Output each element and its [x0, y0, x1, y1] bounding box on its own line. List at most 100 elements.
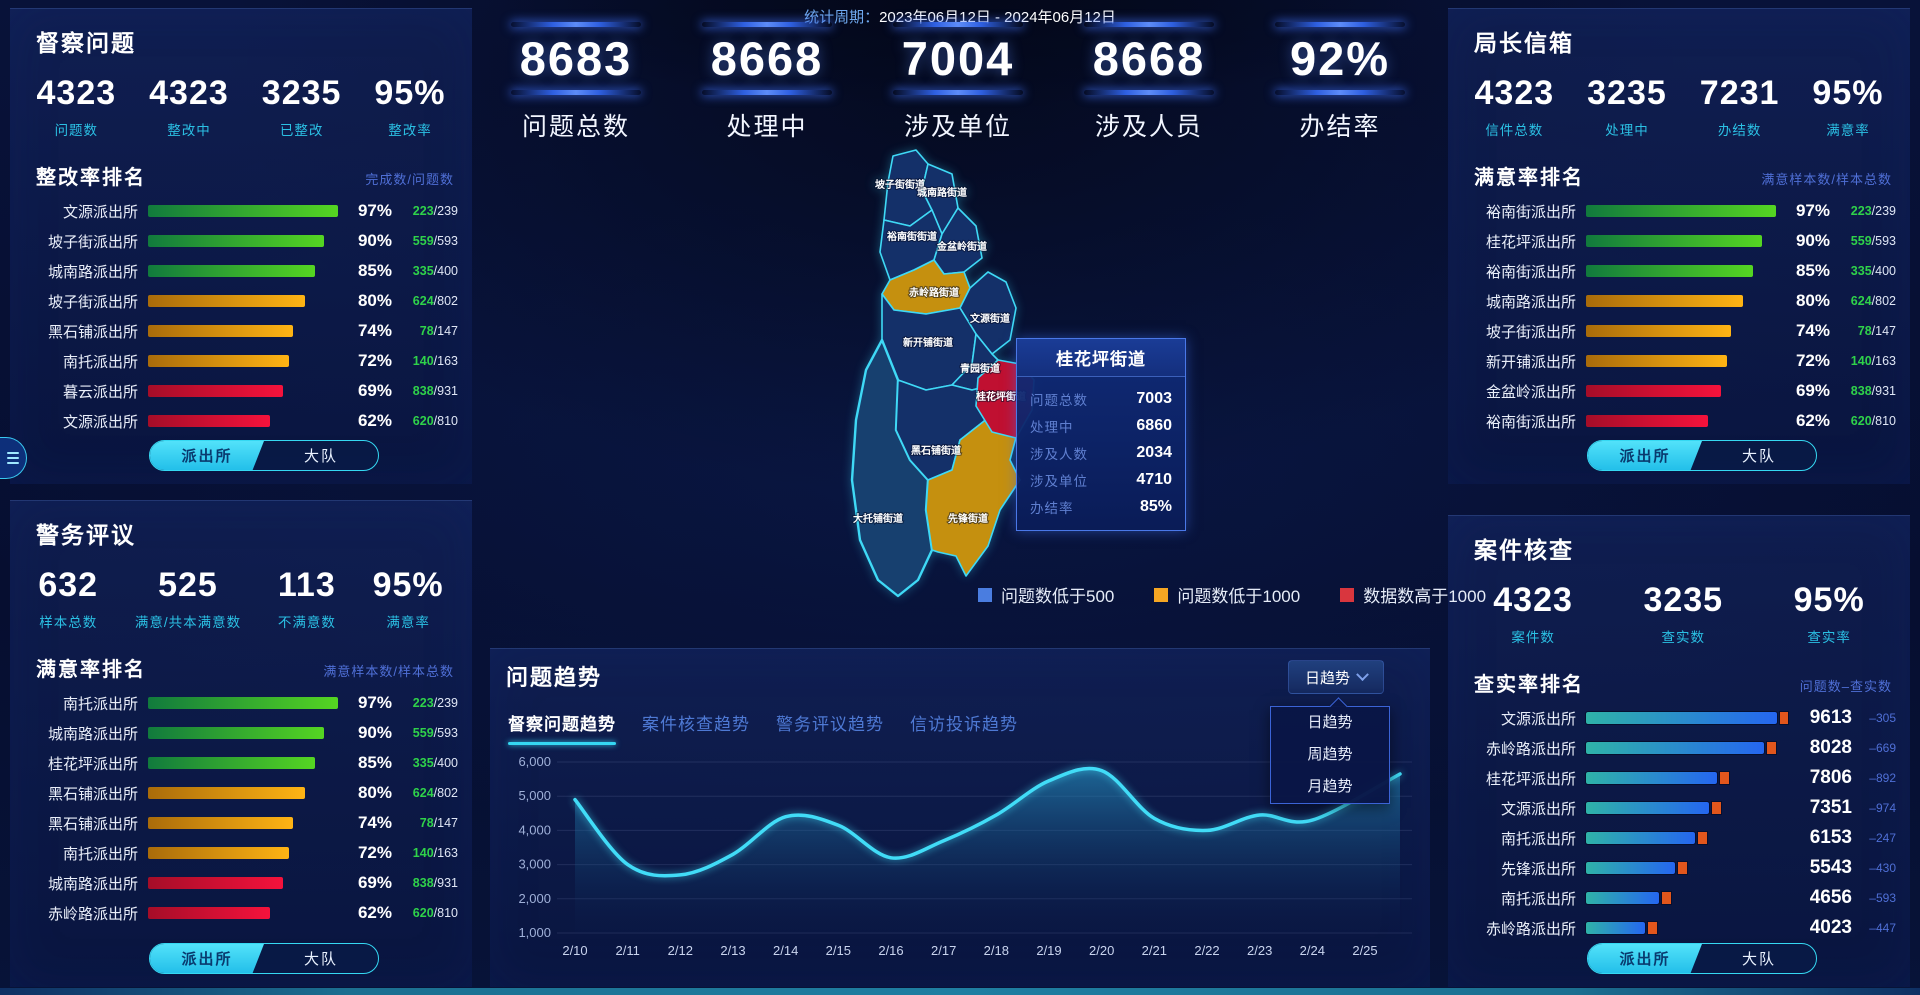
- svg-text:2/19: 2/19: [1036, 943, 1061, 958]
- tooltip-row: 问题总数 7003: [1030, 389, 1172, 408]
- org-type-tab[interactable]: 大队: [1741, 951, 1776, 968]
- org-type-toggle[interactable]: 派出所 大队: [149, 943, 379, 974]
- panel-stats: 632 样本总数 525 满意/共本满意数 113 不满意数 95% 满意率: [10, 566, 472, 631]
- ranking-bar: [148, 355, 290, 367]
- org-type-tab[interactable]: 派出所: [1588, 944, 1702, 973]
- case-bar: [1584, 801, 1711, 815]
- trend-series-tab[interactable]: 案件核查趋势: [642, 710, 750, 745]
- stat-value: 4323: [149, 74, 229, 112]
- kpi-value: 7004: [901, 32, 1015, 85]
- ranking-bar: [148, 787, 305, 799]
- org-type-toggle[interactable]: 派出所 大队: [149, 440, 379, 471]
- ranking-bar: [1586, 415, 1708, 427]
- ranking-fraction: 335/400: [412, 756, 458, 770]
- ranking-fraction: 140/163: [412, 354, 458, 368]
- trend-series-tab[interactable]: 警务评议趋势: [776, 710, 884, 745]
- org-type-tab[interactable]: 大队: [303, 448, 338, 465]
- ranking-row: 金盆岭派出所 69% 838/931: [1448, 376, 1910, 406]
- map-legend: 问题数低于500 问题数低于1000 数据数高于1000: [978, 582, 1486, 607]
- trend-granularity-select[interactable]: 日趋势: [1288, 660, 1384, 694]
- ranking-bar-track: [148, 787, 344, 799]
- stat-value: 7231: [1699, 74, 1780, 112]
- trend-series-tab[interactable]: 督察问题趋势: [508, 710, 616, 745]
- case-bar: [1585, 711, 1778, 725]
- ranking-bar-track: [148, 847, 344, 859]
- ranking-percent: 97%: [357, 201, 392, 220]
- panel-title: 局长信箱: [1474, 30, 1574, 56]
- ranking-fraction: 140/163: [412, 846, 458, 860]
- trend-area-chart: 6,000 5,000 4,000 3,000 2,000 1,000 2/10 2/11 2/…: [518, 754, 1412, 958]
- stat-label: 已整改: [279, 123, 324, 138]
- tooltip-row: 涉及单位 4710: [1030, 470, 1172, 489]
- ranking-bar: [148, 235, 325, 247]
- org-type-tab[interactable]: 派出所: [150, 944, 264, 973]
- ranking-fraction: 78/147: [419, 816, 458, 830]
- ranking-fraction: 624/802: [412, 786, 458, 800]
- ranking-percent: 62%: [357, 411, 392, 430]
- panel-issue-trend: 问题趋势 日趋势 日趋势 周趋势 月趋势 督察问题趋势 案件核查趋势 警务评议趋势 …: [490, 648, 1430, 987]
- svg-text:2/10: 2/10: [562, 943, 587, 958]
- stat-value: 3235: [261, 74, 342, 112]
- org-type-toggle[interactable]: 派出所 大队: [1587, 943, 1817, 974]
- stat-item: 95% 满意率: [373, 566, 444, 631]
- ranking-row: 桂花坪派出所 90% 559/593: [1448, 226, 1910, 256]
- ranking-bar: [1586, 235, 1763, 247]
- ranking-list: 文源派出所 9613 –305 赤岭路派出所 8028 –669 桂花坪派出所 …: [1448, 703, 1910, 943]
- ranking-bar-track: [1585, 711, 1790, 725]
- trend-granularity-option[interactable]: 月趋势: [1307, 778, 1353, 795]
- case-bar: [1584, 771, 1719, 785]
- trend-granularity-option[interactable]: 日趋势: [1307, 714, 1353, 731]
- ranking-bar: [148, 847, 290, 859]
- ranking-bar: [1586, 385, 1722, 397]
- ranking-fraction: 223/239: [1850, 204, 1896, 218]
- case-sub-value: –305: [1869, 711, 1896, 725]
- ranking-bar-track: [1584, 831, 1788, 845]
- stat-item: 95% 满意率: [1812, 74, 1883, 139]
- org-type-tab[interactable]: 派出所: [1588, 441, 1702, 470]
- kpi-glow-line: [1084, 90, 1214, 96]
- trend-tab-bar: 督察问题趋势 案件核查趋势 警务评议趋势 信访投诉趋势: [508, 710, 1018, 745]
- ranking-bar-track: [148, 877, 344, 889]
- kpi-value: 8668: [710, 32, 824, 85]
- stat-value: 4323: [1474, 74, 1555, 112]
- ranking-row-name: 文源派出所: [62, 413, 138, 431]
- ranking-percent: 62%: [357, 903, 392, 922]
- stat-value: 95%: [1812, 74, 1884, 112]
- trend-granularity-menu: 日趋势 周趋势 月趋势: [1270, 706, 1390, 804]
- ranking-percent: 97%: [357, 693, 392, 712]
- kpi-glow-line: [702, 22, 832, 27]
- ranking-row-name: 赤岭路派出所: [47, 905, 138, 923]
- org-type-tab[interactable]: 大队: [1741, 448, 1776, 465]
- org-type-tab[interactable]: 大队: [303, 951, 338, 968]
- map-legend-item: 问题数低于500: [978, 582, 1114, 607]
- ranking-percent: 72%: [357, 843, 392, 862]
- ranking-row: 城南路派出所 85% 335/400: [10, 256, 472, 286]
- trend-granularity-option[interactable]: 周趋势: [1307, 746, 1353, 763]
- kpi-row: 8683 问题总数 8668 处理中 7004 涉及单位 8668 涉及人员 9…: [488, 22, 1428, 143]
- stat-item: 113 不满意数: [278, 566, 336, 631]
- stat-item: 4323 问题数: [37, 74, 117, 139]
- trend-series-tab[interactable]: 信访投诉趋势: [910, 710, 1018, 745]
- svg-text:3,000: 3,000: [518, 857, 551, 872]
- ranking-row-name: 黑石铺派出所: [47, 815, 138, 833]
- stat-value: 95%: [372, 566, 444, 604]
- case-sub-value: –430: [1869, 861, 1896, 875]
- ranking-row: 城南路派出所 69% 838/931: [10, 868, 472, 898]
- ranking-header: 整改率排名 完成数/问题数: [36, 167, 454, 189]
- ranking-fraction: 620/810: [412, 906, 458, 920]
- ranking-percent: 74%: [1795, 321, 1830, 340]
- ranking-percent: 97%: [1795, 201, 1830, 220]
- stat-label: 查实率: [1807, 630, 1851, 645]
- case-bar: [1584, 831, 1697, 845]
- ranking-row-name: 桂花坪派出所: [47, 755, 138, 773]
- ranking-bar: [148, 415, 270, 427]
- ranking-row-name: 新开铺派出所: [1485, 353, 1576, 371]
- svg-text:6,000: 6,000: [518, 754, 551, 769]
- org-type-toggle[interactable]: 派出所 大队: [1587, 440, 1817, 471]
- ranking-bar-track: [148, 817, 344, 829]
- ranking-bar: [148, 205, 339, 217]
- kpi-glow-line: [1275, 22, 1405, 27]
- case-value: 8028: [1809, 737, 1852, 758]
- org-type-tab[interactable]: 派出所: [150, 441, 264, 470]
- case-bar-cap: [1711, 801, 1723, 815]
